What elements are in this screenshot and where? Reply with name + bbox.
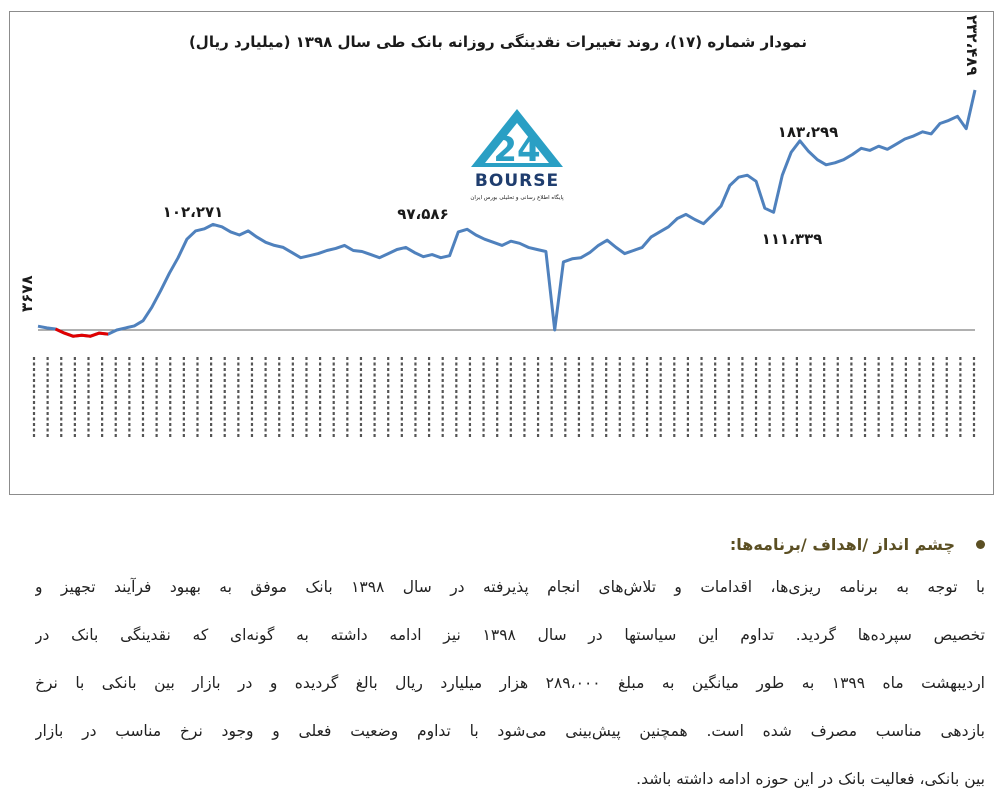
chart-frame: نمودار شماره (۱۷)، روند تغییرات نقدینگی … xyxy=(9,11,994,495)
data-label-6: ۲۳۲،۴۸۹ xyxy=(963,15,981,76)
paragraph-line-2: تخصیص سپرده‌ها گردید. تداوم این سیاستها … xyxy=(35,626,985,644)
outlook-section: چشم انداز /اهداف /برنامه‌ها: با توجه به … xyxy=(35,527,985,803)
series-line xyxy=(37,89,977,338)
outlook-heading-text: چشم انداز /اهداف /برنامه‌ها: xyxy=(729,535,955,554)
logo-tagline: پایگاه اطلاع رسانی و تحلیلی بورس ایران xyxy=(470,194,564,201)
data-label-3: ۹۷،۵۸۶ xyxy=(397,205,448,223)
paragraph-line-5: بین بانکی، فعالیت بانک در این حوزه ادامه… xyxy=(636,770,985,788)
negative-segment xyxy=(54,327,109,338)
liquidity-line-chart: نمودار شماره (۱۷)، روند تغییرات نقدینگی … xyxy=(18,15,981,437)
bullet-icon xyxy=(976,540,985,549)
paragraph-line-1: با توجه به برنامه ریزی‌ها، اقدامات و تلا… xyxy=(35,578,985,596)
paragraph-line-3: اردیبهشت ماه ۱۳۹۹ به طور میانگین به مبلغ… xyxy=(35,674,985,692)
logo-word: BOURSE xyxy=(475,171,559,191)
chart-title: نمودار شماره (۱۷)، روند تغییرات نقدینگی … xyxy=(189,33,807,51)
data-label-4: ۱۸۳،۲۹۹ xyxy=(778,123,839,141)
logo-number: 24 xyxy=(493,130,540,170)
data-label-2: ۱۰۲،۲۷۱ xyxy=(163,203,224,221)
bourse24-logo: 24 BOURSE پایگاه اطلاع رسانی و تحلیلی بو… xyxy=(470,109,564,201)
outlook-heading: چشم انداز /اهداف /برنامه‌ها: xyxy=(35,527,985,563)
x-axis-tick-labels xyxy=(32,357,976,437)
data-label-1: ۳۶۷۸ xyxy=(18,275,36,312)
data-label-5: ۱۱۱،۳۳۹ xyxy=(762,230,823,248)
paragraph-line-4: بازدهی مناسب مصرف شده است. همچنین پیش‌بی… xyxy=(35,722,985,740)
